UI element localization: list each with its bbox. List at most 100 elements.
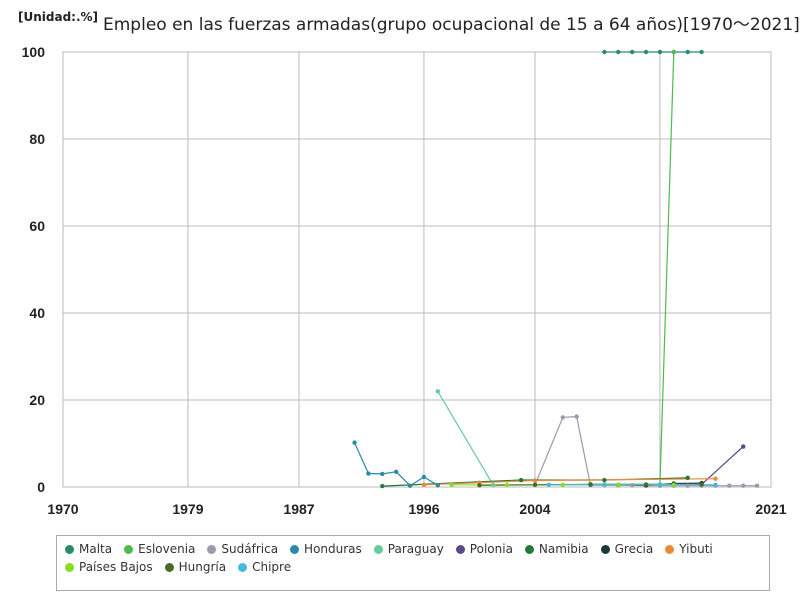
- legend-label: Yibuti: [679, 542, 713, 556]
- legend-item-honduras: Honduras: [290, 542, 362, 556]
- y-tick-label: 40: [29, 305, 45, 321]
- legend-label: Países Bajos: [79, 560, 153, 574]
- data-point-chipre: [657, 482, 663, 487]
- series-line-honduras: [353, 442, 439, 487]
- legend-item-hungria: Hungría: [164, 560, 227, 574]
- legend-item-paises-bajos: Países Bajos: [65, 560, 153, 574]
- data-point-hungria: [588, 482, 593, 487]
- legend-swatch: [524, 544, 534, 554]
- x-tick-label: 2004: [519, 501, 550, 517]
- data-point-yibuti: [713, 476, 718, 481]
- legend-swatch: [373, 544, 383, 554]
- legend-swatch: [65, 562, 74, 572]
- legend-item-chipre: Chipre: [238, 560, 291, 574]
- legend: Malta Eslovenia Sudáfrica Honduras Paraguay P…: [56, 535, 770, 591]
- data-point-sudafrica: [741, 483, 746, 488]
- data-point-chipre: [546, 482, 552, 488]
- legend-label: Polonia: [469, 542, 513, 556]
- line-chart: 0 20 40 60 80 100 1970 1979 1987 1996 2004 2013 2021: [22, 44, 787, 517]
- legend-label: Malta: [79, 542, 113, 556]
- legend-label: Sudáfrica: [221, 542, 279, 556]
- data-point-malta: [657, 49, 663, 55]
- data-point-malta: [643, 49, 649, 55]
- data-point-malta: [629, 49, 635, 55]
- legend-item-sudafrica: Sudáfrica: [207, 542, 278, 556]
- data-point-honduras: [421, 474, 427, 480]
- legend-swatch: [665, 544, 675, 554]
- data-point-hungria: [477, 483, 482, 488]
- data-point-paraguay: [435, 389, 441, 394]
- data-point-sudafrica: [574, 414, 579, 419]
- data-point-chipre: [713, 482, 718, 488]
- data-point-paises-bajos: [616, 482, 621, 488]
- data-point-sudafrica: [727, 483, 732, 488]
- legend-swatch: [600, 544, 610, 554]
- legend-swatch: [65, 544, 74, 554]
- data-point-hungria: [532, 482, 538, 488]
- data-point-sudafrica: [629, 483, 635, 488]
- data-point-honduras: [380, 471, 385, 477]
- data-point-namibia: [518, 477, 524, 483]
- legend-item-grecia: Grecia: [600, 542, 654, 556]
- data-point-honduras: [407, 483, 413, 488]
- data-point-namibia: [380, 483, 385, 489]
- legend-label: Grecia: [614, 542, 654, 556]
- data-point-honduras: [366, 471, 371, 476]
- data-point-malta: [685, 49, 690, 55]
- data-point-paraguay: [491, 483, 496, 488]
- x-tick-label: 2013: [644, 501, 675, 517]
- data-point-hungria: [643, 482, 649, 487]
- unit-label: [Unidad:.%]: [18, 10, 99, 24]
- data-point-namibia: [685, 475, 690, 481]
- data-point-sudafrica: [685, 483, 690, 488]
- legend-label: Hungría: [178, 560, 227, 574]
- legend-label: Chipre: [252, 560, 292, 574]
- data-point-sudafrica: [754, 483, 760, 488]
- legend-item-polonia: Polonia: [455, 542, 513, 556]
- legend-swatch: [290, 544, 300, 554]
- series-line-paraguay: [437, 390, 494, 486]
- chart-title: Empleo en las fuerzas armadas(grupo ocup…: [103, 15, 800, 35]
- data-point-polonia: [741, 444, 746, 449]
- series-line-eslovenia: [659, 51, 675, 486]
- data-point-honduras: [352, 440, 357, 445]
- data-point-honduras: [435, 483, 441, 488]
- legend-item-yibuti: Yibuti: [665, 542, 713, 556]
- series-points: [352, 49, 760, 489]
- y-tick-label: 60: [29, 218, 45, 234]
- y-tick-label: 20: [29, 392, 45, 408]
- legend-swatch: [164, 562, 174, 572]
- legend-item-eslovenia: Eslovenia: [124, 542, 195, 556]
- axis-labels: 0 20 40 60 80 100 1970 1979 1987 1996 2004 2013 2021: [22, 44, 787, 517]
- legend-label: Eslovenia: [138, 542, 196, 556]
- plot-frame: [62, 51, 772, 488]
- data-point-eslovenia: [671, 49, 677, 55]
- legend-item-namibia: Namibia: [524, 542, 589, 556]
- legend-swatch: [455, 544, 465, 554]
- legend-item-paraguay: Paraguay: [373, 542, 444, 556]
- legend-swatch: [238, 562, 248, 572]
- data-point-malta: [602, 49, 607, 55]
- legend-label: Namibia: [538, 542, 589, 556]
- data-point-paises-bajos: [671, 482, 677, 488]
- series-lines: [353, 51, 758, 487]
- legend-label: Paraguay: [387, 542, 444, 556]
- data-point-paises-bajos: [449, 482, 454, 488]
- data-point-malta: [699, 49, 704, 55]
- x-tick-label: 2021: [755, 501, 786, 517]
- data-point-chipre: [602, 482, 607, 487]
- series-line-polonia: [701, 446, 744, 485]
- x-tick-label: 1996: [408, 501, 439, 517]
- y-tick-label: 0: [37, 479, 45, 495]
- y-tick-label: 80: [29, 131, 45, 147]
- data-point-yibuti: [532, 478, 538, 483]
- x-tick-label: 1987: [283, 501, 314, 517]
- x-tick-label: 1979: [172, 501, 203, 517]
- data-point-hungria: [699, 482, 704, 487]
- legend-swatch: [124, 544, 134, 554]
- legend-label: Honduras: [304, 542, 362, 556]
- legend-item-malta: Malta: [65, 542, 112, 556]
- data-point-sudafrica: [560, 415, 565, 420]
- y-tick-label: 100: [22, 44, 46, 60]
- data-point-malta: [616, 49, 621, 55]
